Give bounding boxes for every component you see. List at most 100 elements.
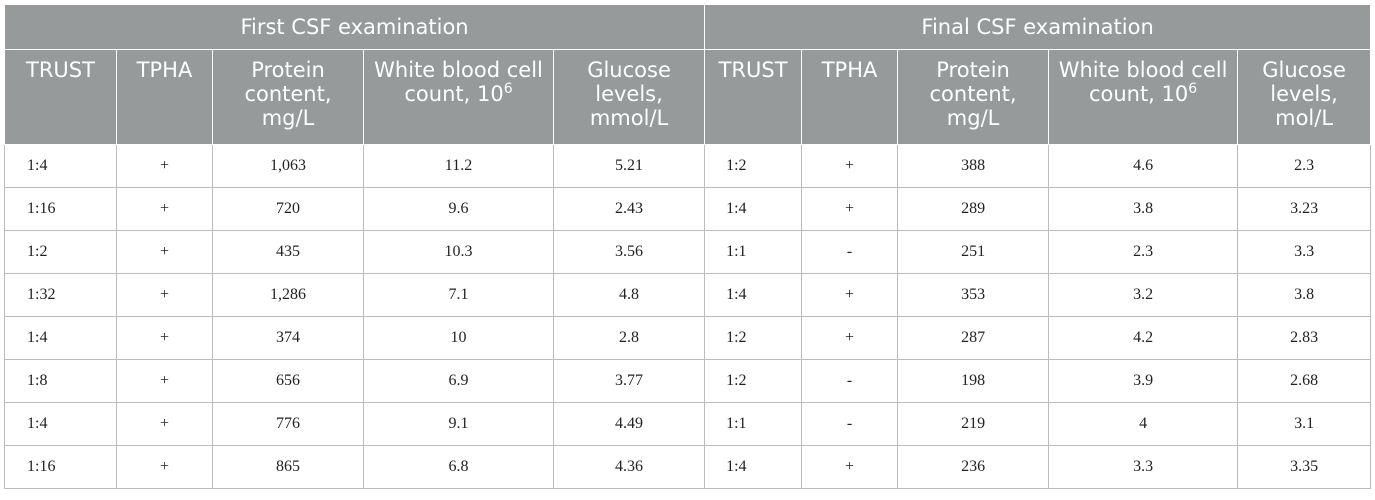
table-cell: 3.2 xyxy=(1048,273,1239,317)
table-cell: 1:4 xyxy=(704,445,803,489)
table-cell: 3.23 xyxy=(1237,187,1372,231)
table-cell: 251 xyxy=(897,230,1050,274)
table-cell: 1:1 xyxy=(704,402,803,446)
table-cell: 2.8 xyxy=(552,316,706,360)
table-cell: 2.3 xyxy=(1048,230,1239,274)
table-cell: 776 xyxy=(212,402,364,446)
table-cell: 1:16 xyxy=(4,187,117,231)
table-cell: 2.83 xyxy=(1237,316,1372,360)
table-cell: 720 xyxy=(212,187,364,231)
table-cell: 4.6 xyxy=(1048,144,1239,188)
table-cell: + xyxy=(116,402,213,446)
column-header-label: White blood cell count, 10 xyxy=(374,58,543,106)
table-cell: 2.3 xyxy=(1237,144,1372,188)
table-cell: 4.49 xyxy=(552,402,706,446)
table-cell: - xyxy=(801,402,899,446)
table-cell: 865 xyxy=(212,445,364,489)
table-cell: 1:4 xyxy=(4,144,117,188)
group-header-row: First CSF examination Final CSF examinat… xyxy=(3,4,1372,50)
table-cell: 1:4 xyxy=(704,187,803,231)
table-cell: 353 xyxy=(897,273,1050,317)
table-body: 1:4 +1,063 11.2 5.21 1:2 +388 4.6 2.3 1:16 +720 9.… xyxy=(4,144,1372,489)
table-cell: 1:4 xyxy=(704,273,803,317)
table-cell: 435 xyxy=(212,230,364,274)
column-header-label: Glucose levels, mmol/L xyxy=(587,58,671,130)
column-header-label: TRUST xyxy=(26,58,95,82)
table-cell: - xyxy=(801,359,899,403)
table-cell: 198 xyxy=(897,359,1050,403)
table-cell: 1:4 xyxy=(4,316,117,360)
table-cell: + xyxy=(801,187,899,231)
table-cell: 6.9 xyxy=(363,359,554,403)
group-header-first: First CSF examination xyxy=(3,4,706,50)
table-cell: 1:4 xyxy=(4,402,117,446)
table-cell: 1:32 xyxy=(4,273,117,317)
column-header-superscript: 6 xyxy=(503,81,513,97)
table-cell: 1:2 xyxy=(704,316,803,360)
table-cell: 4.36 xyxy=(552,445,706,489)
table-cell: 3.1 xyxy=(1237,402,1372,446)
group-header-final: Final CSF examination xyxy=(704,4,1372,50)
column-header-label: TPHA xyxy=(136,58,193,82)
table-cell: 1:2 xyxy=(4,230,117,274)
table-cell: 7.1 xyxy=(363,273,554,317)
table-cell: 1:1 xyxy=(704,230,803,274)
column-header-row: TRUST TPHA Protein content, mg/L White bloo… xyxy=(4,49,1372,145)
table-cell: 1,063 xyxy=(212,144,364,188)
column-header: Glucose levels, mmol/L xyxy=(552,49,706,145)
table-cell: 9.1 xyxy=(363,402,554,446)
table-cell: 3.3 xyxy=(1237,230,1372,274)
column-header-label: White blood cell count, 10 xyxy=(1058,58,1228,106)
table-row: 1:4 +776 9.1 4.49 1:1-219 4 3.1 xyxy=(4,402,1372,446)
table-cell: 3.56 xyxy=(552,230,706,274)
table-cell: 1:2 xyxy=(704,359,803,403)
table-cell: + xyxy=(801,445,899,489)
column-header: White blood cell count, 106 xyxy=(1048,49,1239,145)
column-header: TRUST xyxy=(704,49,803,145)
column-header-label: Protein content, mg/L xyxy=(929,58,1017,130)
table-cell: 2.43 xyxy=(552,187,706,231)
table-cell: 3.8 xyxy=(1048,187,1239,231)
table-cell: 1:2 xyxy=(704,144,803,188)
table-cell: + xyxy=(116,273,213,317)
table-cell: + xyxy=(116,187,213,231)
table-cell: + xyxy=(801,144,899,188)
table-cell: 5.21 xyxy=(552,144,706,188)
table-cell: 11.2 xyxy=(363,144,554,188)
table-cell: 3.77 xyxy=(552,359,706,403)
table-cell: 3.9 xyxy=(1048,359,1239,403)
table-cell: + xyxy=(116,144,213,188)
column-header: Protein content, mg/L xyxy=(212,49,364,145)
table-cell: 3.3 xyxy=(1048,445,1239,489)
table-cell: + xyxy=(116,316,213,360)
table-cell: 1,286 xyxy=(212,273,364,317)
table-row: 1:16 +720 9.6 2.43 1:4 +289 3.8 3.23 xyxy=(4,187,1372,231)
table-cell: - xyxy=(801,230,899,274)
table-cell: 9.6 xyxy=(363,187,554,231)
column-header: White blood cell count, 106 xyxy=(363,49,554,145)
table-cell: 4.2 xyxy=(1048,316,1239,360)
column-header-label: Protein content, mg/L xyxy=(244,58,332,130)
table-cell: 219 xyxy=(897,402,1050,446)
table-cell: + xyxy=(116,230,213,274)
table-cell: 388 xyxy=(897,144,1050,188)
table-cell: 3.8 xyxy=(1237,273,1372,317)
table-cell: + xyxy=(801,273,899,317)
table-cell: 2.68 xyxy=(1237,359,1372,403)
table-cell: + xyxy=(801,316,899,360)
table-row: 1:32 +1,286 7.1 4.8 1:4 +353 3.2 3.8 xyxy=(4,273,1372,317)
table-cell: + xyxy=(116,359,213,403)
table-row: 1:4 +374 10 2.8 1:2 +287 4.2 2.83 xyxy=(4,316,1372,360)
table-row: 1:2 +435 10.3 3.56 1:1-251 2.3 3.3 xyxy=(4,230,1372,274)
column-header: Protein content, mg/L xyxy=(897,49,1050,145)
table-row: 1:8 +656 6.9 3.77 1:2-198 3.9 2.68 xyxy=(4,359,1372,403)
table-cell: 10.3 xyxy=(363,230,554,274)
table-row: 1:16 +865 6.8 4.36 1:4 +236 3.3 3.35 xyxy=(4,445,1372,489)
table-cell: 236 xyxy=(897,445,1050,489)
column-header-label: TRUST xyxy=(718,58,788,82)
column-header: TRUST xyxy=(4,49,117,145)
column-header: Glucose levels, mol/L xyxy=(1237,49,1372,145)
column-header: TPHA xyxy=(116,49,213,145)
table-cell: + xyxy=(116,445,213,489)
table-cell: 1:8 xyxy=(4,359,117,403)
